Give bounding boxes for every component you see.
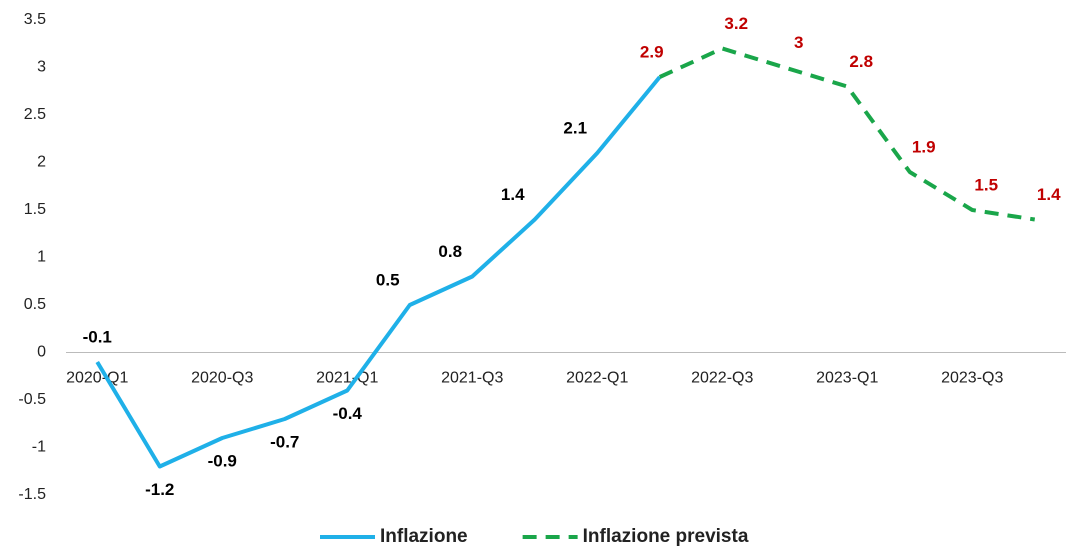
y-tick-label: 1.5 xyxy=(24,201,46,218)
legend-label: Inflazione prevista xyxy=(583,526,749,547)
x-tick-label: 2023-Q3 xyxy=(941,370,1003,387)
y-tick-label: 2.5 xyxy=(24,106,46,123)
value-label: 3 xyxy=(794,33,803,52)
legend-label: Inflazione xyxy=(380,526,468,547)
x-tick-label: 2023-Q1 xyxy=(816,370,878,387)
x-tick-label: 2021-Q1 xyxy=(316,370,378,387)
value-label: -0.1 xyxy=(83,327,112,346)
x-tick-label: 2020-Q3 xyxy=(191,370,253,387)
x-tick-label: 2022-Q1 xyxy=(566,370,628,387)
y-tick-label: 3.5 xyxy=(24,11,46,28)
y-tick-label: 2 xyxy=(37,154,46,171)
value-label: -0.7 xyxy=(270,432,299,451)
line-series xyxy=(95,75,662,469)
value-label: -1.2 xyxy=(145,480,174,499)
value-label: 0.8 xyxy=(438,242,462,261)
value-label: 1.5 xyxy=(974,175,998,194)
value-label: -0.4 xyxy=(333,404,363,423)
value-label: 2.8 xyxy=(849,52,873,71)
x-tick-label: 2020-Q1 xyxy=(66,370,128,387)
y-tick-label: 0.5 xyxy=(24,296,46,313)
y-tick-label: 3 xyxy=(37,59,46,76)
y-tick-label: 0 xyxy=(37,344,46,361)
value-label: 3.2 xyxy=(724,14,748,33)
y-tick-label: -1.5 xyxy=(18,486,46,503)
value-label: -0.9 xyxy=(208,451,237,470)
value-label: 2.1 xyxy=(563,118,587,137)
line-series xyxy=(658,46,1036,222)
y-tick-label: 1 xyxy=(37,249,46,266)
value-label: 2.9 xyxy=(640,42,664,61)
y-tick-label: -0.5 xyxy=(18,391,46,408)
value-label: 1.4 xyxy=(501,185,525,204)
x-tick-label: 2022-Q3 xyxy=(691,370,753,387)
value-label: 0.5 xyxy=(376,270,400,289)
value-label: 1.4 xyxy=(1037,185,1061,204)
value-label: 1.9 xyxy=(912,137,936,156)
y-tick-label: -1 xyxy=(32,439,46,456)
x-tick-label: 2021-Q3 xyxy=(441,370,503,387)
